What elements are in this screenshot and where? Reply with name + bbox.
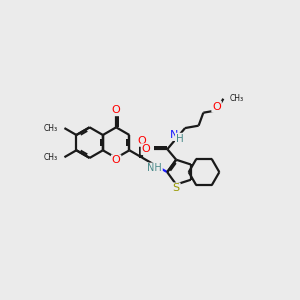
Text: O: O bbox=[138, 136, 146, 146]
Text: O: O bbox=[142, 144, 150, 154]
Text: O: O bbox=[112, 155, 121, 165]
Text: H: H bbox=[176, 134, 184, 144]
Text: S: S bbox=[172, 183, 180, 193]
Text: CH₃: CH₃ bbox=[230, 94, 244, 103]
Text: CH₃: CH₃ bbox=[44, 153, 58, 162]
Text: N: N bbox=[170, 130, 178, 140]
Text: NH: NH bbox=[147, 164, 162, 173]
Text: O: O bbox=[112, 105, 121, 115]
Text: O: O bbox=[212, 101, 221, 112]
Text: CH₃: CH₃ bbox=[44, 124, 58, 133]
